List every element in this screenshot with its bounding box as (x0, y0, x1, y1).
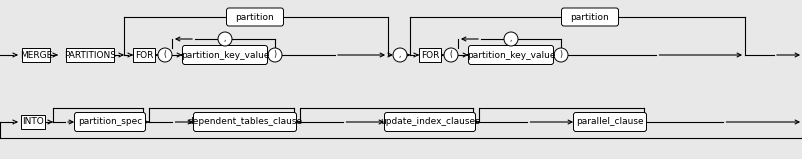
FancyBboxPatch shape (21, 115, 45, 129)
FancyBboxPatch shape (193, 113, 296, 131)
FancyBboxPatch shape (75, 113, 145, 131)
Text: INTO: INTO (22, 118, 44, 127)
Text: parallel_clause: parallel_clause (576, 118, 643, 127)
Text: partition: partition (570, 13, 609, 21)
Circle shape (158, 48, 172, 62)
FancyBboxPatch shape (419, 48, 440, 62)
Text: dependent_tables_clause: dependent_tables_clause (187, 118, 302, 127)
Text: FOR: FOR (135, 51, 153, 59)
Text: ): ) (559, 51, 561, 59)
Text: FOR: FOR (420, 51, 439, 59)
FancyBboxPatch shape (22, 48, 50, 62)
Circle shape (268, 48, 282, 62)
Text: MERGE: MERGE (20, 51, 52, 59)
Circle shape (553, 48, 567, 62)
Text: ,: , (399, 51, 401, 59)
FancyBboxPatch shape (182, 45, 267, 65)
Text: ): ) (273, 51, 276, 59)
FancyBboxPatch shape (384, 113, 475, 131)
FancyBboxPatch shape (133, 48, 155, 62)
FancyBboxPatch shape (468, 45, 553, 65)
Circle shape (504, 32, 517, 46)
Text: ,: , (224, 35, 226, 44)
Text: partition_spec: partition_spec (78, 118, 142, 127)
Text: (: ( (164, 51, 166, 59)
Text: PARTITIONS: PARTITIONS (64, 51, 115, 59)
Text: ,: , (509, 35, 512, 44)
Text: partition_key_value: partition_key_value (466, 51, 554, 59)
Text: partition_key_value: partition_key_value (180, 51, 269, 59)
Text: (: ( (449, 51, 452, 59)
FancyBboxPatch shape (561, 8, 618, 26)
Circle shape (217, 32, 232, 46)
FancyBboxPatch shape (573, 113, 646, 131)
Text: partition: partition (235, 13, 274, 21)
FancyBboxPatch shape (66, 48, 114, 62)
Circle shape (392, 48, 407, 62)
FancyBboxPatch shape (226, 8, 283, 26)
Circle shape (444, 48, 457, 62)
Text: update_index_clauses: update_index_clauses (379, 118, 480, 127)
